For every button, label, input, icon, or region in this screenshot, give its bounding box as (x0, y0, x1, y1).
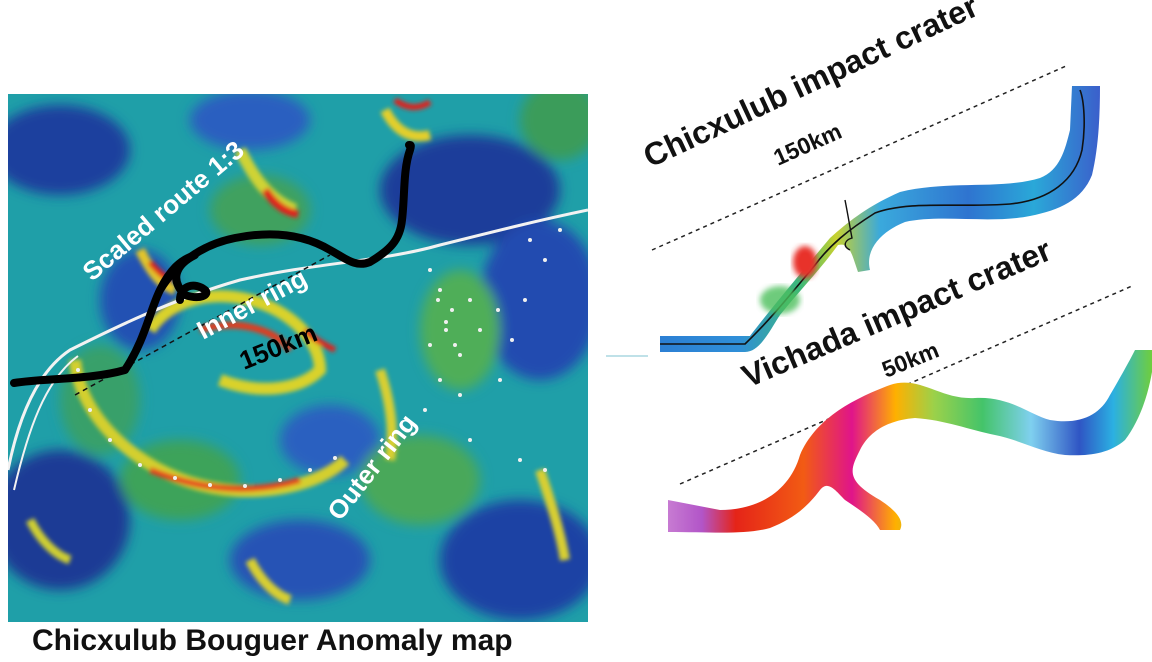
vichada-route-band (668, 350, 1152, 533)
chicxulub-route-branch (844, 199, 853, 251)
upper-reference-line (651, 65, 1067, 251)
chicxulub-route-center (660, 89, 1085, 345)
map-caption: Chicxulub Bouguer Anomaly map (32, 624, 513, 657)
chicxulub-high-spot (793, 246, 817, 278)
bouguer-anomaly-map (8, 94, 588, 622)
chicxulub-route-band (660, 86, 1100, 352)
vichada-route-profile (668, 350, 1152, 533)
lower-reference-line (679, 285, 1133, 485)
chicxulub-green-spot (760, 286, 800, 314)
distance-upper: 150km (769, 118, 845, 171)
chicxulub-route-profile (606, 86, 1100, 357)
coastline-inner (13, 355, 79, 491)
ring-markers (76, 228, 562, 488)
distance-lower: 50km (878, 336, 942, 382)
scaled-route-line (10, 140, 415, 387)
coastline (8, 208, 588, 471)
